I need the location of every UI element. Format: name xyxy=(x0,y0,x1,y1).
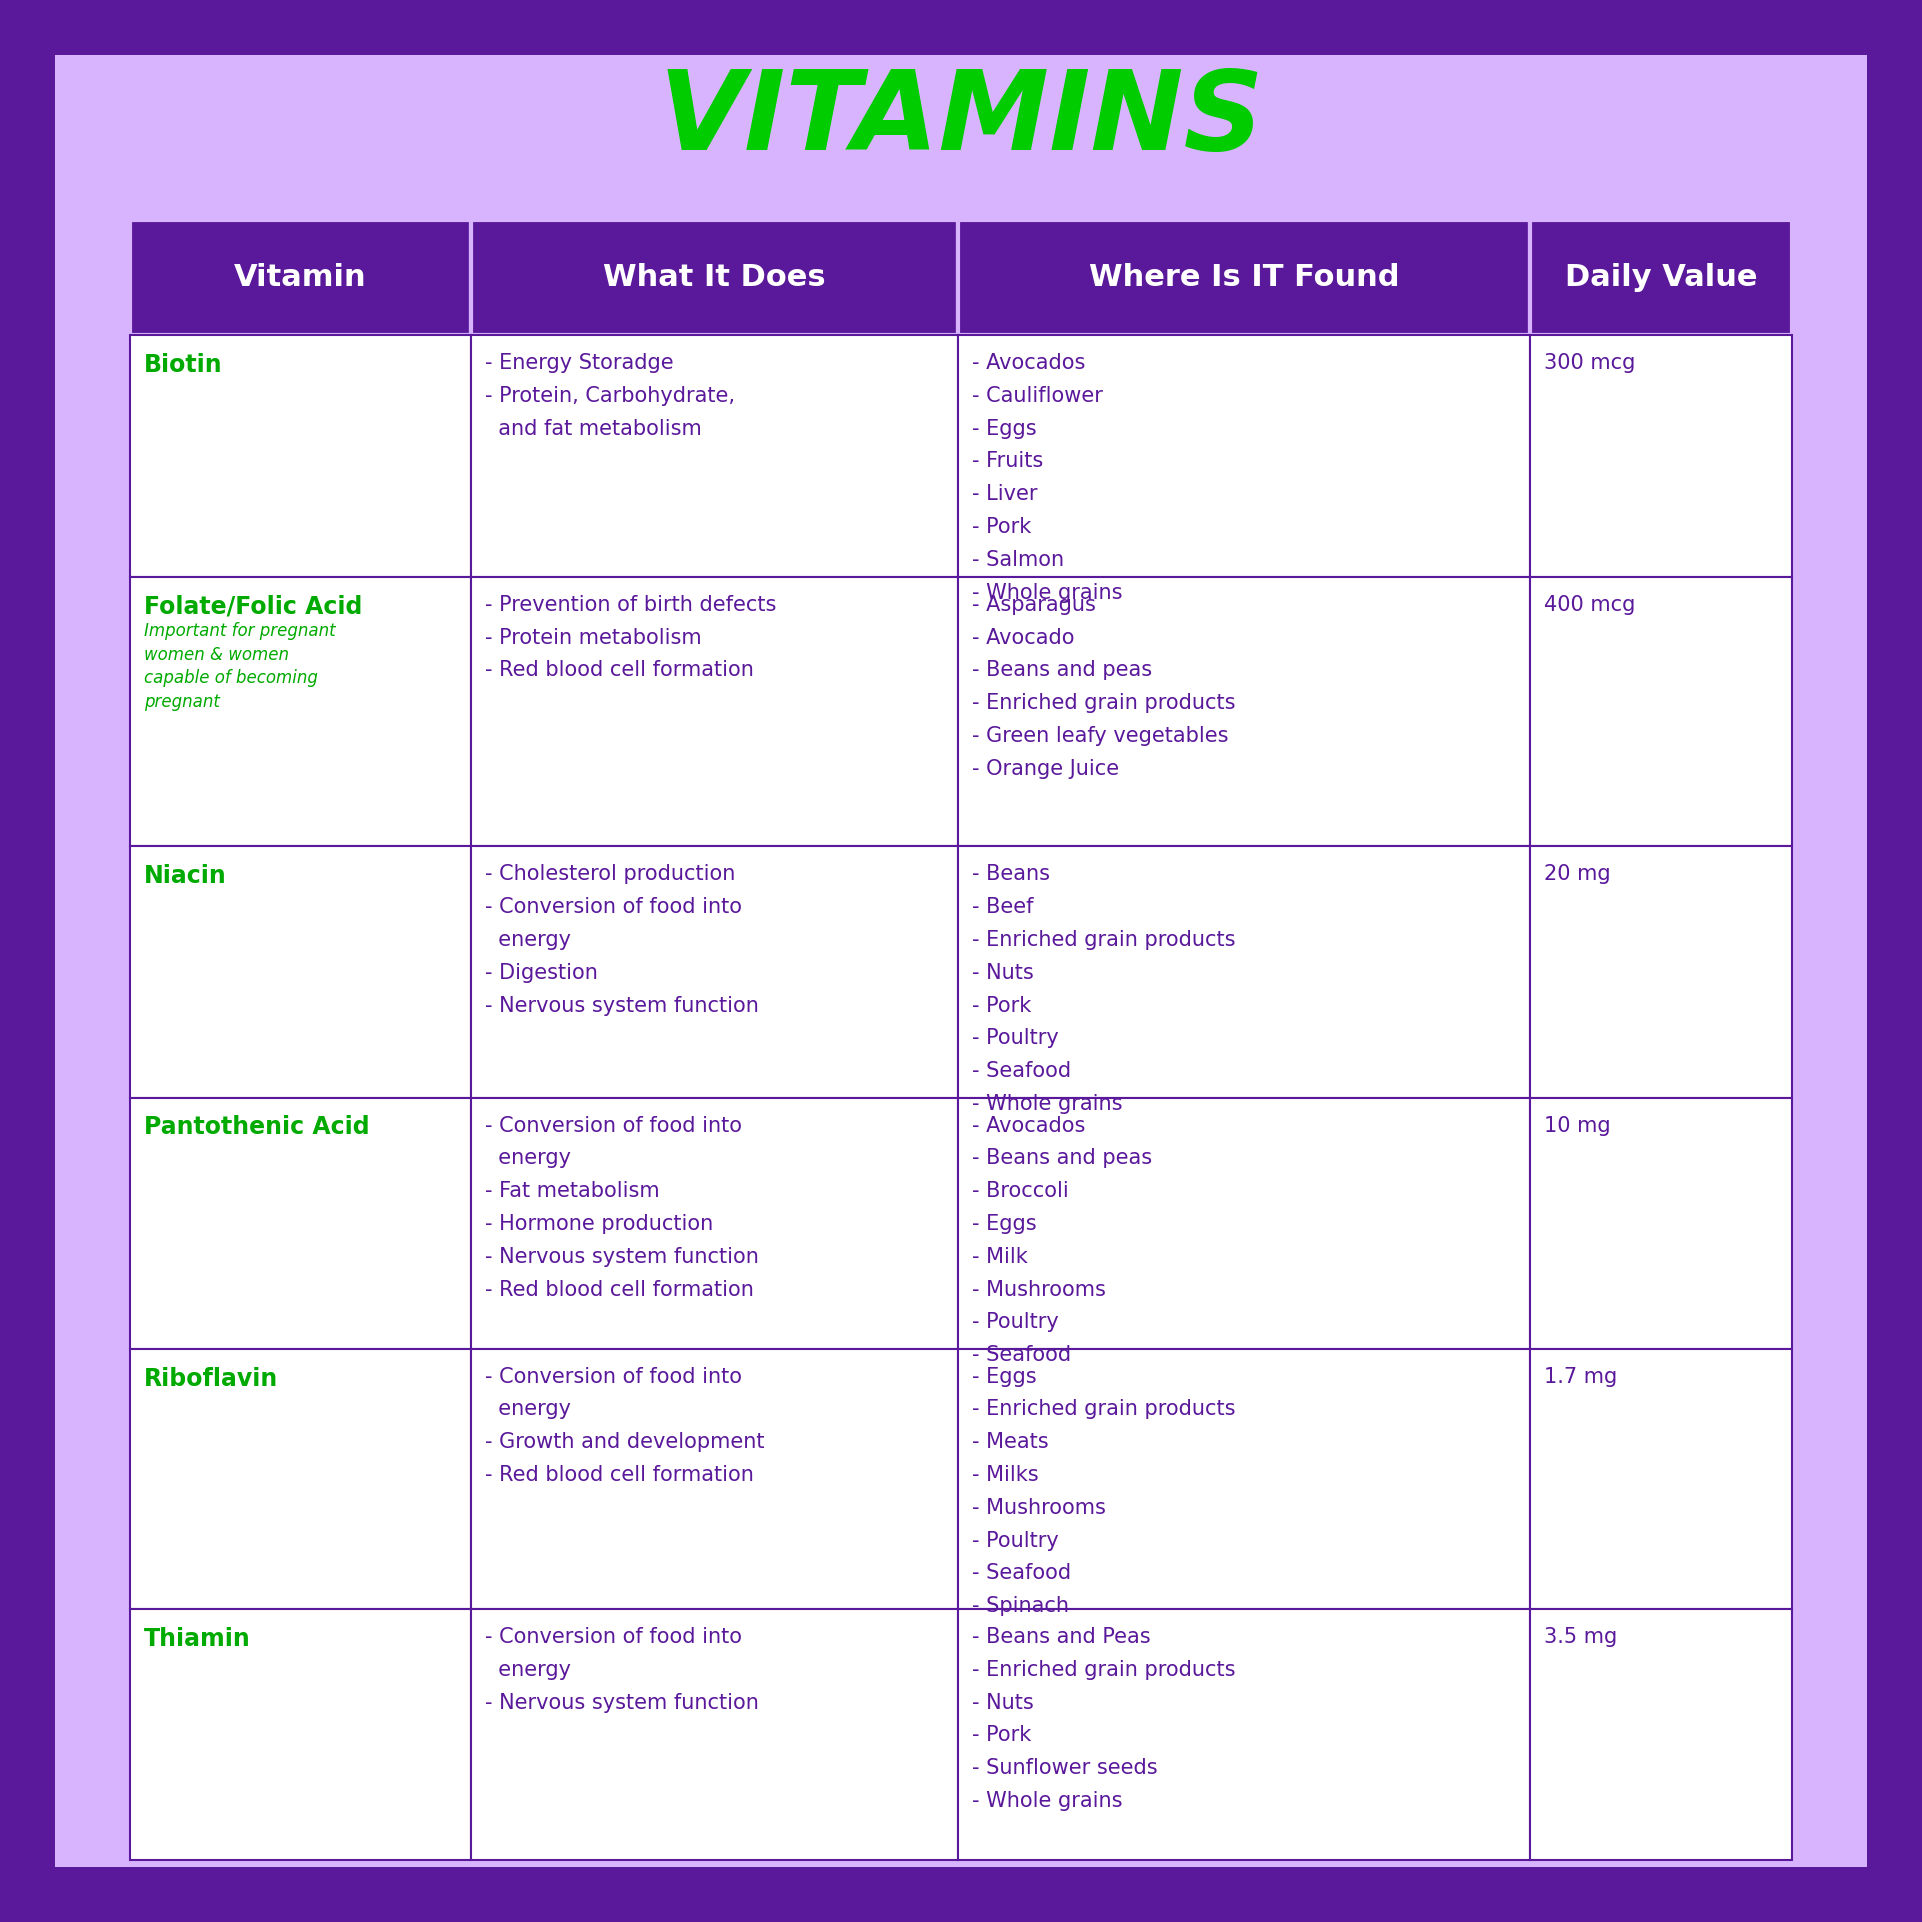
Bar xyxy=(957,334,1530,577)
Bar xyxy=(1530,1097,1791,1349)
Text: Niacin: Niacin xyxy=(144,865,227,888)
Bar xyxy=(957,1609,1530,1860)
Text: Thiamin: Thiamin xyxy=(144,1626,250,1651)
Bar xyxy=(471,334,957,577)
Text: - Conversion of food into
  energy
- Nervous system function: - Conversion of food into energy - Nervo… xyxy=(484,1626,759,1713)
Text: VITAMINS: VITAMINS xyxy=(657,67,1265,173)
Text: 400 mcg: 400 mcg xyxy=(1543,594,1636,615)
Bar xyxy=(1530,577,1791,846)
Bar xyxy=(471,1609,957,1860)
Text: Vitamin: Vitamin xyxy=(234,263,367,292)
Text: Riboflavin: Riboflavin xyxy=(144,1367,279,1392)
Text: Pantothenic Acid: Pantothenic Acid xyxy=(144,1115,369,1140)
Text: - Beans
- Beef
- Enriched grain products
- Nuts
- Pork
- Poultry
- Seafood
- Who: - Beans - Beef - Enriched grain products… xyxy=(973,865,1236,1115)
Text: 10 mg: 10 mg xyxy=(1543,1115,1611,1136)
Text: Daily Value: Daily Value xyxy=(1565,263,1757,292)
Bar xyxy=(131,1097,471,1349)
Bar xyxy=(1530,1349,1791,1609)
Bar xyxy=(131,219,471,334)
Bar xyxy=(1530,1609,1791,1860)
Text: Biotin: Biotin xyxy=(144,354,223,377)
Text: Folate/Folic Acid: Folate/Folic Acid xyxy=(144,594,363,619)
Bar xyxy=(471,846,957,1097)
Bar xyxy=(957,219,1530,334)
Bar xyxy=(957,1349,1530,1609)
Text: 1.7 mg: 1.7 mg xyxy=(1543,1367,1618,1386)
Bar xyxy=(957,846,1530,1097)
Bar xyxy=(471,1349,957,1609)
Bar xyxy=(131,334,471,577)
Text: Important for pregnant
women & women
capable of becoming
pregnant: Important for pregnant women & women cap… xyxy=(144,623,336,711)
Text: - Avocados
- Beans and peas
- Broccoli
- Eggs
- Milk
- Mushrooms
- Poultry
- Sea: - Avocados - Beans and peas - Broccoli -… xyxy=(973,1115,1151,1365)
Bar xyxy=(131,1609,471,1860)
Text: - Eggs
- Enriched grain products
- Meats
- Milks
- Mushrooms
- Poultry
- Seafood: - Eggs - Enriched grain products - Meats… xyxy=(973,1367,1236,1616)
Text: - Beans and Peas
- Enriched grain products
- Nuts
- Pork
- Sunflower seeds
- Who: - Beans and Peas - Enriched grain produc… xyxy=(973,1626,1236,1811)
Bar xyxy=(131,1349,471,1609)
Bar xyxy=(471,577,957,846)
Bar xyxy=(131,846,471,1097)
Text: - Conversion of food into
  energy
- Fat metabolism
- Hormone production
- Nervo: - Conversion of food into energy - Fat m… xyxy=(484,1115,759,1299)
Text: 3.5 mg: 3.5 mg xyxy=(1543,1626,1618,1647)
Bar xyxy=(957,577,1530,846)
Bar xyxy=(957,1097,1530,1349)
Text: - Cholesterol production
- Conversion of food into
  energy
- Digestion
- Nervou: - Cholesterol production - Conversion of… xyxy=(484,865,759,1015)
Text: - Conversion of food into
  energy
- Growth and development
- Red blood cell for: - Conversion of food into energy - Growt… xyxy=(484,1367,765,1486)
Text: - Avocados
- Cauliflower
- Eggs
- Fruits
- Liver
- Pork
- Salmon
- Whole grains: - Avocados - Cauliflower - Eggs - Fruits… xyxy=(973,354,1122,604)
Text: - Energy Storadge
- Protein, Carbohydrate,
  and fat metabolism: - Energy Storadge - Protein, Carbohydrat… xyxy=(484,354,734,438)
Text: 300 mcg: 300 mcg xyxy=(1543,354,1636,373)
Bar xyxy=(1530,334,1791,577)
Bar xyxy=(131,577,471,846)
Bar xyxy=(471,219,957,334)
Text: - Asparagus
- Avocado
- Beans and peas
- Enriched grain products
- Green leafy v: - Asparagus - Avocado - Beans and peas -… xyxy=(973,594,1236,778)
Text: - Prevention of birth defects
- Protein metabolism
- Red blood cell formation: - Prevention of birth defects - Protein … xyxy=(484,594,776,680)
Bar xyxy=(1530,219,1791,334)
Text: Where Is IT Found: Where Is IT Found xyxy=(1090,263,1399,292)
Bar xyxy=(471,1097,957,1349)
Text: 20 mg: 20 mg xyxy=(1543,865,1611,884)
Text: What It Does: What It Does xyxy=(604,263,826,292)
Bar xyxy=(1530,846,1791,1097)
